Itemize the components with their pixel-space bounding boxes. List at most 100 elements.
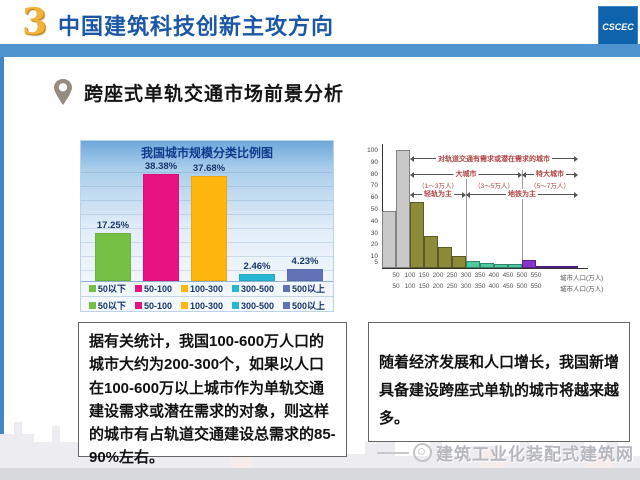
y-tick-label: 70 [370,182,378,190]
annotation-text: （3～5万人） [474,183,514,191]
legend-swatch [180,302,188,309]
histogram-bar [522,259,536,268]
arrow-left-head [410,191,414,198]
legend-swatch [88,302,96,309]
annotation-label: 对轨道交通有需求或潜在需求的城市 [436,153,552,164]
legend-item: 50以下 [88,299,126,312]
legend-label: 500以上 [292,301,326,311]
y-tick-label: 90 [370,158,378,166]
x-tick-label: 350 [474,272,486,279]
left-edge-strip [0,57,4,465]
legend-item: 50-100 [134,282,172,295]
x-tick-label: 100 [404,272,416,279]
location-pin-icon [54,79,72,105]
x-tick-label: 50 [392,272,400,279]
legend-item: 500以上 [283,282,325,295]
legend-label: 500以上 [292,284,326,294]
annotation-arrow: 地铁为主 [466,189,578,200]
x-axis [382,268,588,269]
y-tick-label: 20 [370,241,378,249]
histogram-bar [480,263,494,268]
watermark-line [377,451,409,454]
legend-label: 50-100 [143,283,172,294]
page-title: 中国建筑科技创新主攻方向 [58,14,335,39]
annotation-text: （1～3万人） [418,183,458,191]
note-right: 随着经济发展和人口增长，我国新增具备建设跨座式单轨的城市将越来越多。 [368,322,630,442]
legend-label: 300-500 [241,300,275,311]
city-scale-chart-title: 我国城市规模分类比例图 [140,146,273,160]
x-tick-label: 550 [530,272,542,279]
legend-label: 50以下 [97,301,126,311]
legend-item: 300-500 [232,299,274,312]
watermark: 建筑工业化装配式建筑网 [377,440,634,465]
x-tick-label: 50 [392,283,400,290]
section-number: 3 [22,1,48,43]
arrow-right-head [574,191,578,198]
annotation-label: 大城市 [453,169,479,180]
histogram-bar [452,256,466,268]
header-divider-bar [0,44,640,57]
bar-segment [95,232,131,281]
arrow-right-head [518,171,522,178]
cscec-logo-text: CSCEC [602,22,634,32]
bottom-bar [0,468,640,480]
x-tick-label: 450 [502,272,514,279]
annotation-label: 地铁为主 [506,189,538,200]
x-axis-label: 城市人口(万人) [560,275,604,282]
y-tick-label: 30 [370,229,378,237]
legend-swatch [283,285,291,292]
arrow-left-head [410,171,414,178]
legend-swatch [88,285,96,292]
legend-label: 50-100 [143,300,172,311]
legend-item: 100-300 [180,299,223,312]
watermark-logo-icon [413,443,432,462]
arrow-right-head [462,191,466,198]
legend-swatch [180,285,188,292]
x-tick-label: 250 [446,272,458,279]
x-tick-label: 500 [516,283,528,290]
arrow-left-head [410,156,414,163]
annotation-arrow: 对轨道交通有需求或潜在需求的城市 [410,153,578,164]
x-tick-label: 100 [404,283,416,290]
bar-segment [239,274,275,281]
legend-label: 50以下 [97,284,126,294]
bar-value-label: 37.68% [192,162,226,174]
x-tick-label: 300 [460,272,472,279]
annotation-text: （5～7万人） [530,183,570,191]
x-tick-label: 200 [432,272,444,279]
cscec-logo: CSCEC [598,6,638,48]
x-tick-label: 400 [488,283,500,290]
population-histogram: 100 90 80 70 60 50 40 30 20 10 5 50 100 150 200 250 300 3… [362,140,630,312]
legend-swatch [283,302,291,309]
bar-segment [191,175,227,281]
note-left: 据有关统计，我国100-600万人口的城市大约为200-300个，如果以人口在1… [78,322,347,466]
city-scale-chart-plot: 17.25% 38.38% 37.68% 2.46% 4.23% [81,159,333,282]
section-title: 跨座式单轨交通市场前景分析 [84,83,345,105]
y-tick-label: 5 [374,259,378,267]
x-axis-label: 城市人口(万人) [560,286,604,293]
bar-value-label: 2.46% [243,261,271,273]
histogram-bar [508,264,522,268]
x-tick-label: 400 [488,272,500,279]
histogram-bar [424,236,438,268]
histogram-bar [410,201,424,268]
legend-item: 500以上 [283,299,325,312]
y-axis [382,144,383,268]
annotation-arrow: 大城市 [410,169,522,180]
histogram-bar [396,150,410,268]
legend-swatch [232,302,239,309]
section-heading: 跨座式单轨交通市场前景分析 [52,78,344,106]
x-tick-label: 500 [516,272,528,279]
histogram-bar [382,211,396,268]
annotation-label: 特大城市 [534,169,566,180]
y-tick-label: 100 [367,147,378,154]
annotation-label: 轻轨为主 [422,189,454,200]
histogram-bar [438,246,452,268]
y-tick-label: 10 [370,253,378,261]
city-scale-chart: 我国城市规模分类比例图 17.25% 38.38% 37.68% 2.46% 4.23%… [80,140,334,312]
legend-label: 300-500 [241,283,275,294]
bar-value-label: 4.23% [291,256,319,268]
x-tick-label: 450 [502,283,514,290]
legend-item: 50-100 [134,299,172,312]
x-tick-label: 550 [530,283,542,290]
